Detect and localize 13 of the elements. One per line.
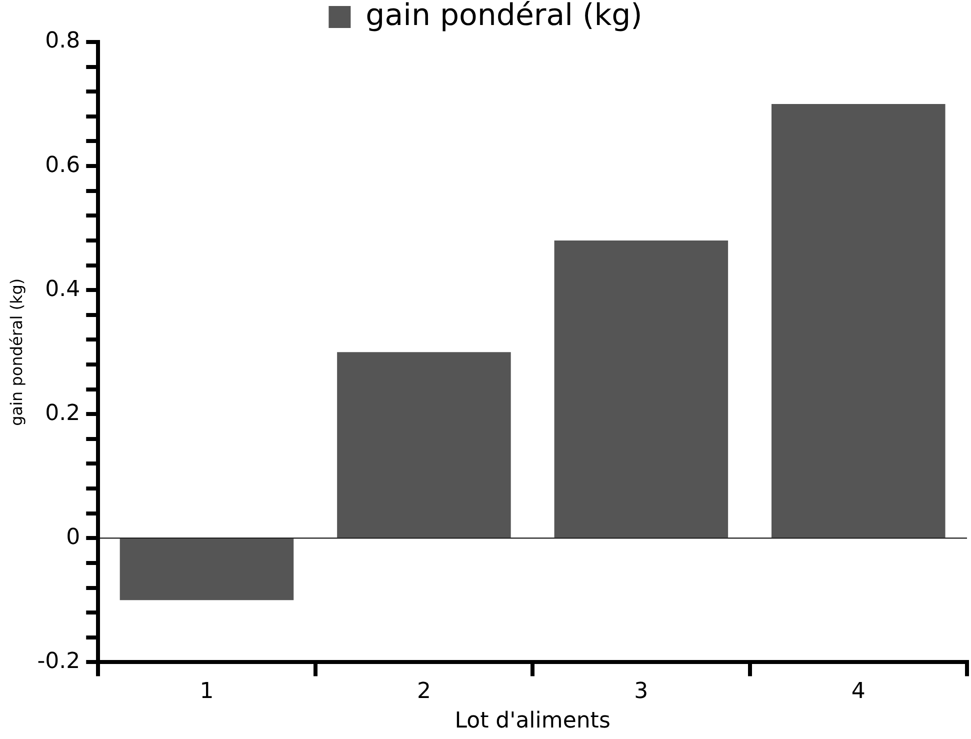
y-tick-label: 0.2 <box>45 400 80 426</box>
y-tick-label: 0.4 <box>45 276 80 302</box>
y-axis-title: gain pondéral (kg) <box>6 278 26 426</box>
y-tick-label: 0.8 <box>45 28 80 54</box>
x-tick-label: 1 <box>200 679 214 704</box>
x-axis-title: Lot d'aliments <box>454 708 610 734</box>
y-tick-label: 0.6 <box>45 152 80 178</box>
legend-label: gain pondéral (kg) <box>366 0 642 33</box>
x-tick-label: 3 <box>634 679 648 704</box>
x-tick-label: 2 <box>416 679 431 704</box>
y-tick-label: 0 <box>66 524 80 550</box>
y-tick-label: -0.2 <box>37 648 80 674</box>
x-tick-label: 4 <box>851 679 866 704</box>
